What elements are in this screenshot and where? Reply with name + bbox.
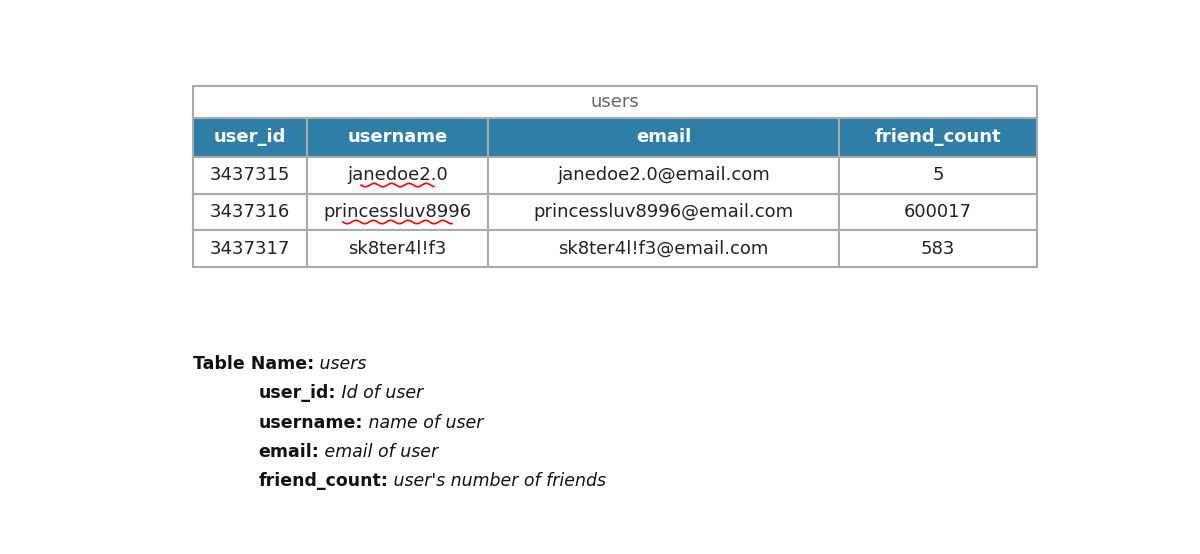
Text: 583: 583 [920,240,955,258]
Text: users: users [590,93,640,111]
Bar [488,118,839,157]
Bar [839,230,1037,268]
Bar [488,193,839,230]
Bar [193,230,307,268]
Text: princessluv8996: princessluv8996 [324,203,472,221]
Text: 600017: 600017 [904,203,972,221]
Text: username: username [347,129,448,146]
Text: sk8ter4l!f3@email.com: sk8ter4l!f3@email.com [558,240,769,258]
Bar [307,157,488,193]
Text: janedoe2.0: janedoe2.0 [347,166,448,184]
Text: 3437317: 3437317 [210,240,290,258]
Text: 3437316: 3437316 [210,203,289,221]
Bar [193,118,307,157]
Bar [488,230,839,268]
Text: Id of user: Id of user [336,384,424,403]
Text: janedoe2.0@email.com: janedoe2.0@email.com [557,166,770,184]
Text: princessluv8996@email.com: princessluv8996@email.com [534,203,793,221]
Text: user_id: user_id [214,129,286,146]
Bar [839,157,1037,193]
Text: user_id:: user_id: [258,384,336,403]
Text: email:: email: [258,443,319,461]
Bar [307,193,488,230]
Text: sk8ter4l!f3: sk8ter4l!f3 [348,240,446,258]
Bar [193,193,307,230]
Text: friend_count:: friend_count: [258,472,389,490]
Text: friend_count: friend_count [875,129,1002,146]
Text: Table Name:: Table Name: [193,355,314,373]
Text: name of user: name of user [364,414,484,432]
Text: email of user: email of user [319,443,438,461]
Bar [193,157,307,193]
Bar [193,86,1037,118]
Bar [307,230,488,268]
Text: email: email [636,129,691,146]
Text: 5: 5 [932,166,944,184]
Text: users: users [314,355,366,373]
Text: user's number of friends: user's number of friends [389,472,606,490]
Text: 3437315: 3437315 [210,166,290,184]
Bar [839,193,1037,230]
Text: username:: username: [258,414,364,432]
Bar [307,118,488,157]
Bar [488,157,839,193]
Bar [839,118,1037,157]
